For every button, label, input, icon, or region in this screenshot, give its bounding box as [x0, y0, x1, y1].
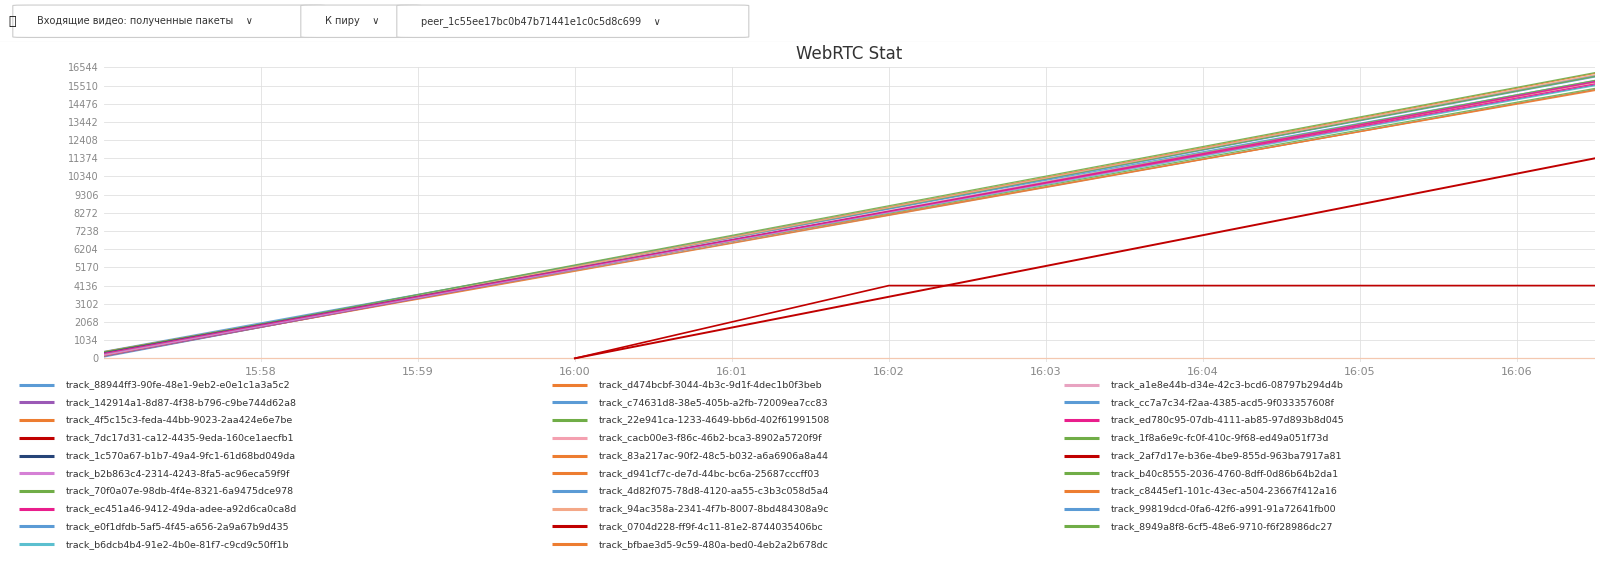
- Text: track_83a217ac-90f2-48c5-b032-a6a6906a8a44: track_83a217ac-90f2-48c5-b032-a6a6906a8a…: [598, 451, 829, 460]
- Text: track_cacb00e3-f86c-46b2-bca3-8902a5720f9f: track_cacb00e3-f86c-46b2-bca3-8902a5720f…: [598, 433, 822, 442]
- Text: track_1f8a6e9c-fc0f-410c-9f68-ed49a051f73d: track_1f8a6e9c-fc0f-410c-9f68-ed49a051f7…: [1110, 433, 1328, 442]
- Text: track_94ac358a-2341-4f7b-8007-8bd484308a9c: track_94ac358a-2341-4f7b-8007-8bd484308a…: [598, 504, 829, 513]
- Text: track_b2b863c4-2314-4243-8fa5-ac96eca59f9f: track_b2b863c4-2314-4243-8fa5-ac96eca59f…: [66, 469, 290, 478]
- Text: track_22e941ca-1233-4649-bb6d-402f61991508: track_22e941ca-1233-4649-bb6d-402f619915…: [598, 416, 830, 425]
- Text: track_ed780c95-07db-4111-ab85-97d893b8d045: track_ed780c95-07db-4111-ab85-97d893b8d0…: [1110, 416, 1344, 425]
- Text: track_4d82f075-78d8-4120-aa55-c3b3c058d5a4: track_4d82f075-78d8-4120-aa55-c3b3c058d5…: [598, 486, 829, 495]
- Text: track_7dc17d31-ca12-4435-9eda-160ce1aecfb1: track_7dc17d31-ca12-4435-9eda-160ce1aecf…: [66, 433, 294, 442]
- Title: WebRTC Stat: WebRTC Stat: [797, 45, 902, 63]
- Text: track_c74631d8-38e5-405b-a2fb-72009ea7cc83: track_c74631d8-38e5-405b-a2fb-72009ea7cc…: [598, 398, 829, 407]
- Text: track_1c570a67-b1b7-49a4-9fc1-61d68bd049da: track_1c570a67-b1b7-49a4-9fc1-61d68bd049…: [66, 451, 296, 460]
- Text: 🎥: 🎥: [8, 15, 16, 27]
- Text: peer_1c55ee17bc0b47b71441e1c0c5d8c699    ∨: peer_1c55ee17bc0b47b71441e1c0c5d8c699 ∨: [421, 16, 661, 27]
- Text: track_d941cf7c-de7d-44bc-bc6a-25687cccff03: track_d941cf7c-de7d-44bc-bc6a-25687cccff…: [598, 469, 819, 478]
- Text: track_8949a8f8-6cf5-48e6-9710-f6f28986dc27: track_8949a8f8-6cf5-48e6-9710-f6f28986dc…: [1110, 522, 1333, 531]
- Text: track_142914a1-8d87-4f38-b796-c9be744d62a8: track_142914a1-8d87-4f38-b796-c9be744d62…: [66, 398, 296, 407]
- Text: track_b40c8555-2036-4760-8dff-0d86b64b2da1: track_b40c8555-2036-4760-8dff-0d86b64b2d…: [1110, 469, 1339, 478]
- FancyBboxPatch shape: [397, 5, 749, 38]
- Text: track_c8445ef1-101c-43ec-a504-23667f412a16: track_c8445ef1-101c-43ec-a504-23667f412a…: [1110, 486, 1338, 495]
- Text: track_b6dcb4b4-91e2-4b0e-81f7-c9cd9c50ff1b: track_b6dcb4b4-91e2-4b0e-81f7-c9cd9c50ff…: [66, 540, 290, 549]
- Text: Входящие видео: полученные пакеты    ∨: Входящие видео: полученные пакеты ∨: [37, 16, 253, 26]
- Text: track_e0f1dfdb-5af5-4f45-a656-2a9a67b9d435: track_e0f1dfdb-5af5-4f45-a656-2a9a67b9d4…: [66, 522, 290, 531]
- FancyBboxPatch shape: [301, 5, 421, 38]
- Text: track_cc7a7c34-f2aa-4385-acd5-9f033357608f: track_cc7a7c34-f2aa-4385-acd5-9f03335760…: [1110, 398, 1334, 407]
- Text: track_ec451a46-9412-49da-adee-a92d6ca0ca8d: track_ec451a46-9412-49da-adee-a92d6ca0ca…: [66, 504, 298, 513]
- Text: track_88944ff3-90fe-48e1-9eb2-e0e1c1a3a5c2: track_88944ff3-90fe-48e1-9eb2-e0e1c1a3a5…: [66, 380, 290, 389]
- FancyBboxPatch shape: [13, 5, 325, 38]
- Text: track_2af7d17e-b36e-4be9-855d-963ba7917a81: track_2af7d17e-b36e-4be9-855d-963ba7917a…: [1110, 451, 1342, 460]
- Text: track_bfbae3d5-9c59-480a-bed0-4eb2a2b678dc: track_bfbae3d5-9c59-480a-bed0-4eb2a2b678…: [598, 540, 829, 549]
- Text: К пиру    ∨: К пиру ∨: [325, 16, 379, 26]
- Text: track_d474bcbf-3044-4b3c-9d1f-4dec1b0f3beb: track_d474bcbf-3044-4b3c-9d1f-4dec1b0f3b…: [598, 380, 822, 389]
- Text: track_0704d228-ff9f-4c11-81e2-8744035406bc: track_0704d228-ff9f-4c11-81e2-8744035406…: [598, 522, 822, 531]
- Text: track_a1e8e44b-d34e-42c3-bcd6-08797b294d4b: track_a1e8e44b-d34e-42c3-bcd6-08797b294d…: [1110, 380, 1344, 389]
- Text: track_99819dcd-0fa6-42f6-a991-91a72641fb00: track_99819dcd-0fa6-42f6-a991-91a72641fb…: [1110, 504, 1336, 513]
- Text: track_70f0a07e-98db-4f4e-8321-6a9475dce978: track_70f0a07e-98db-4f4e-8321-6a9475dce9…: [66, 486, 294, 495]
- Text: track_4f5c15c3-feda-44bb-9023-2aa424e6e7be: track_4f5c15c3-feda-44bb-9023-2aa424e6e7…: [66, 416, 293, 425]
